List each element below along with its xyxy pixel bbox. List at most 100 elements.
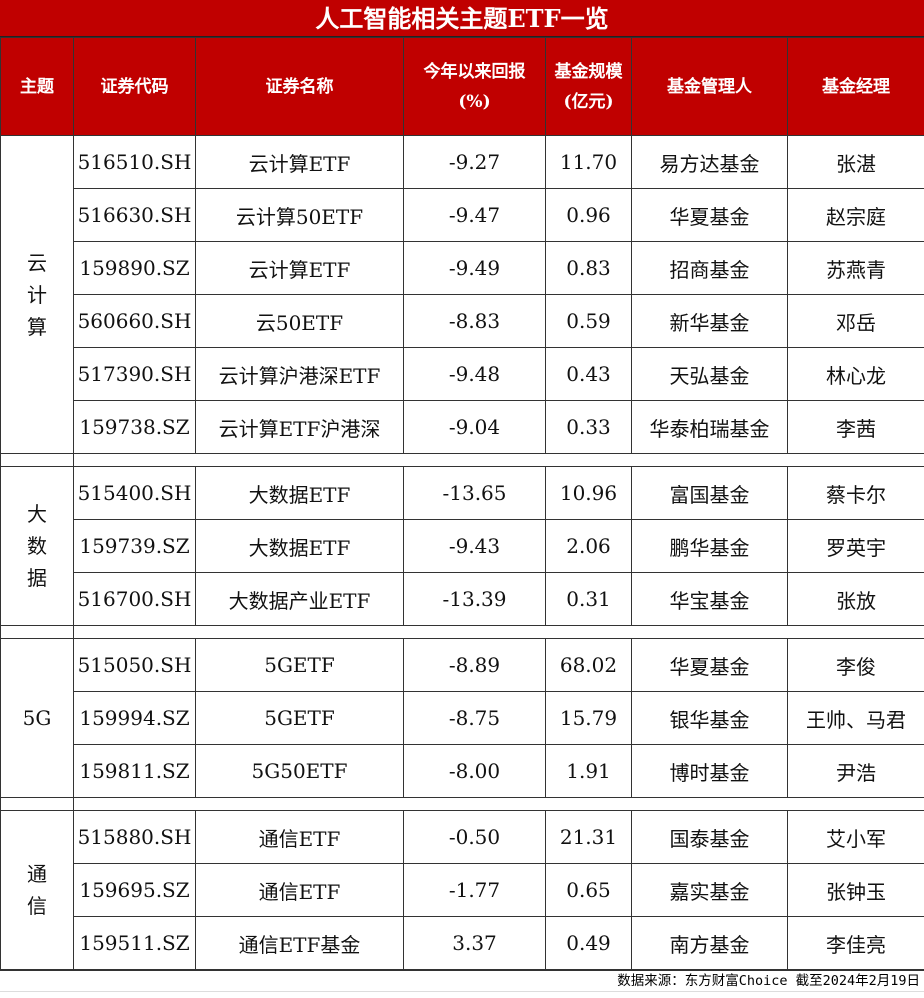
fund-manager-cell: 尹浩 (788, 745, 924, 798)
code-cell: 515400.SH (74, 467, 196, 520)
size-cell: 0.83 (546, 242, 632, 295)
code-cell: 159994.SZ (74, 692, 196, 745)
code-cell: 516700.SH (74, 573, 196, 626)
fund-manager-cell: 林心龙 (788, 348, 924, 401)
name-cell: 通信ETF (196, 811, 404, 864)
return-cell: -9.27 (404, 136, 546, 189)
header-fund-manager: 基金经理 (788, 38, 924, 136)
spacer-cell (1, 454, 74, 467)
name-cell: 云50ETF (196, 295, 404, 348)
size-cell: 21.31 (546, 811, 632, 864)
size-cell: 10.96 (546, 467, 632, 520)
manager-cell: 华宝基金 (632, 573, 788, 626)
grid-remainder (0, 991, 924, 998)
code-cell: 159738.SZ (74, 401, 196, 454)
code-cell: 560660.SH (74, 295, 196, 348)
manager-cell: 国泰基金 (632, 811, 788, 864)
header-name: 证券名称 (196, 38, 404, 136)
code-cell: 517390.SH (74, 348, 196, 401)
return-cell: -1.77 (404, 864, 546, 917)
name-cell: 云计算50ETF (196, 189, 404, 242)
name-cell: 云计算ETF (196, 242, 404, 295)
fund-manager-cell: 艾小军 (788, 811, 924, 864)
group-spacer (1, 454, 924, 467)
manager-cell: 招商基金 (632, 242, 788, 295)
code-cell: 515880.SH (74, 811, 196, 864)
name-cell: 5G50ETF (196, 745, 404, 798)
manager-cell: 天弘基金 (632, 348, 788, 401)
header-row: 主题 证券代码 证券名称 今年以来回报 (%) 基金规模 (亿元) 基金管理人 … (1, 38, 924, 136)
header-return: 今年以来回报 (%) (404, 38, 546, 136)
size-cell: 0.59 (546, 295, 632, 348)
header-manager: 基金管理人 (632, 38, 788, 136)
code-cell: 516510.SH (74, 136, 196, 189)
size-cell: 11.70 (546, 136, 632, 189)
fund-manager-cell: 蔡卡尔 (788, 467, 924, 520)
spacer-cell (1, 626, 74, 639)
return-cell: -9.47 (404, 189, 546, 242)
code-cell: 159890.SZ (74, 242, 196, 295)
size-cell: 68.02 (546, 639, 632, 692)
return-cell: -9.48 (404, 348, 546, 401)
code-cell: 516630.SH (74, 189, 196, 242)
fund-manager-cell: 张放 (788, 573, 924, 626)
fund-manager-cell: 苏燕青 (788, 242, 924, 295)
return-cell: -13.65 (404, 467, 546, 520)
fund-manager-cell: 李佳亮 (788, 917, 924, 970)
name-cell: 大数据ETF (196, 520, 404, 573)
fund-manager-cell: 王帅、马君 (788, 692, 924, 745)
manager-cell: 华夏基金 (632, 189, 788, 242)
fund-manager-cell: 张钟玉 (788, 864, 924, 917)
size-cell: 1.91 (546, 745, 632, 798)
name-cell: 云计算ETF沪港深 (196, 401, 404, 454)
code-cell: 159695.SZ (74, 864, 196, 917)
manager-cell: 富国基金 (632, 467, 788, 520)
size-cell: 2.06 (546, 520, 632, 573)
size-cell: 0.96 (546, 189, 632, 242)
size-cell: 0.33 (546, 401, 632, 454)
table-title: 人工智能相关主题ETF一览 (0, 0, 924, 37)
manager-cell: 银华基金 (632, 692, 788, 745)
name-cell: 云计算ETF (196, 136, 404, 189)
code-cell: 515050.SH (74, 639, 196, 692)
return-cell: -8.89 (404, 639, 546, 692)
return-cell: -9.49 (404, 242, 546, 295)
return-cell: -13.39 (404, 573, 546, 626)
code-cell: 159739.SZ (74, 520, 196, 573)
return-cell: -8.83 (404, 295, 546, 348)
manager-cell: 南方基金 (632, 917, 788, 970)
name-cell: 通信ETF (196, 864, 404, 917)
code-cell: 159811.SZ (74, 745, 196, 798)
manager-cell: 新华基金 (632, 295, 788, 348)
return-cell: 3.37 (404, 917, 546, 970)
code-cell: 159511.SZ (74, 917, 196, 970)
manager-cell: 华夏基金 (632, 639, 788, 692)
return-cell: -8.75 (404, 692, 546, 745)
theme-cell: 云 计 算 (1, 136, 74, 454)
size-cell: 0.49 (546, 917, 632, 970)
fund-manager-cell: 李茜 (788, 401, 924, 454)
size-cell: 0.31 (546, 573, 632, 626)
name-cell: 大数据产业ETF (196, 573, 404, 626)
fund-manager-cell: 罗英宇 (788, 520, 924, 573)
theme-cell: 大 数 据 (1, 467, 74, 626)
name-cell: 大数据ETF (196, 467, 404, 520)
data-source-note: 数据来源：东方财富Choice 截至2024年2月19日 (0, 970, 924, 991)
size-cell: 0.43 (546, 348, 632, 401)
manager-cell: 嘉实基金 (632, 864, 788, 917)
manager-cell: 鹏华基金 (632, 520, 788, 573)
